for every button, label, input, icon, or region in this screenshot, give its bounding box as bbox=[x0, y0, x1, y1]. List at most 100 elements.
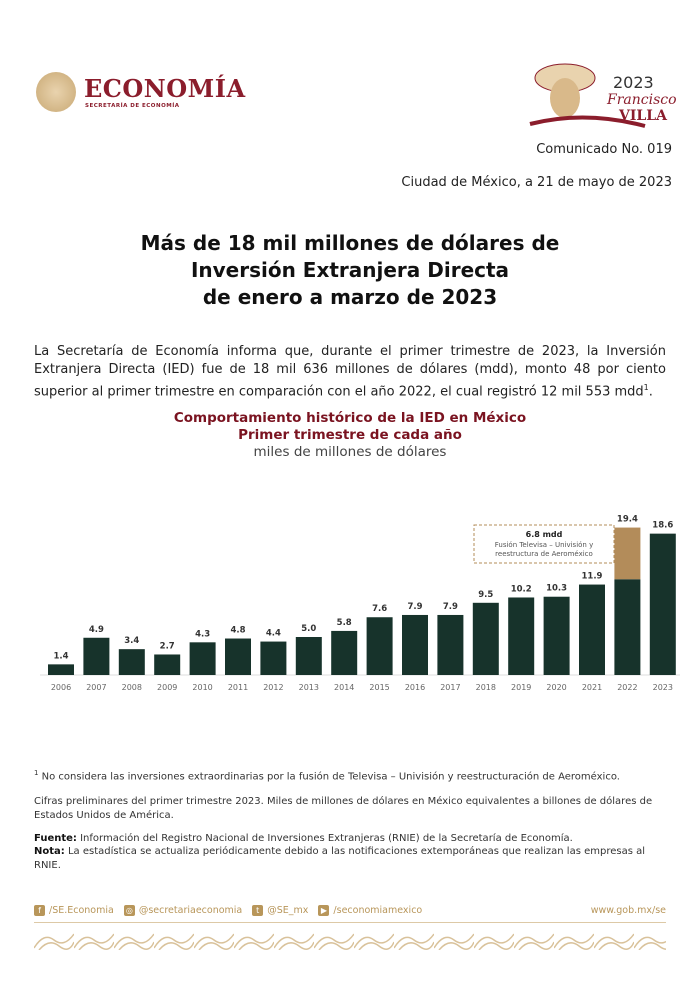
data-label-2010: 4.3 bbox=[195, 629, 210, 639]
facebook-icon: f bbox=[34, 905, 45, 916]
note: Nota: La estadística se actualiza periód… bbox=[34, 845, 668, 873]
data-label-2014: 5.8 bbox=[337, 618, 352, 628]
footnote-text: No considera las inversiones extraordina… bbox=[41, 771, 620, 783]
tick-label-2023: 2023 bbox=[653, 683, 673, 692]
tick-label-2021: 2021 bbox=[582, 683, 602, 692]
bar-2009 bbox=[154, 654, 181, 675]
data-label-2007: 4.9 bbox=[89, 625, 104, 635]
intro-text: La Secretaría de Economía informa que, d… bbox=[34, 344, 666, 400]
title-line: Más de 18 mil millones de dólares de bbox=[140, 231, 560, 255]
data-label-2020: 10.3 bbox=[546, 584, 567, 594]
bar-2011 bbox=[225, 638, 251, 675]
social-facebook[interactable]: f/SE.Economia bbox=[34, 905, 114, 916]
footer-divider bbox=[34, 922, 666, 923]
social-twitter[interactable]: t @SE_mx bbox=[252, 905, 308, 916]
bar-2007 bbox=[83, 637, 110, 675]
instagram-icon: ◎ bbox=[123, 905, 135, 916]
website-link[interactable]: www.gob.mx/se bbox=[590, 905, 666, 916]
decorative-pattern bbox=[34, 930, 666, 950]
bar-2023 bbox=[649, 533, 676, 675]
svg-text:Francisco: Francisco bbox=[606, 92, 677, 108]
data-label-2023: 18.6 bbox=[652, 521, 673, 531]
footnote-ref: 1 bbox=[643, 383, 649, 392]
tick-label-2011: 2011 bbox=[228, 683, 248, 692]
source-text: Información del Registro Nacional de Inv… bbox=[80, 833, 573, 844]
social-label: /seconomiamexico bbox=[333, 905, 423, 916]
source-label: Fuente: bbox=[34, 833, 77, 844]
francisco-villa-2023-logo: 2023 Francisco VILLA bbox=[529, 63, 677, 128]
economia-logo: ECONOMÍA bbox=[84, 74, 246, 103]
data-label-2018: 9.5 bbox=[478, 590, 493, 600]
twitter-icon: t bbox=[252, 905, 264, 916]
youtube-icon: ▶ bbox=[318, 905, 330, 916]
intro-paragraph: La Secretaría de Economía informa que, d… bbox=[34, 344, 666, 400]
note-label: Nota: bbox=[34, 846, 65, 857]
bar-extraordinary-2022 bbox=[614, 527, 641, 580]
bar-2015 bbox=[366, 617, 393, 675]
data-label-2022: 19.4 bbox=[617, 515, 638, 525]
tick-label-2017: 2017 bbox=[440, 683, 460, 692]
data-label-2021: 11.9 bbox=[582, 572, 603, 582]
tick-label-2022: 2022 bbox=[617, 683, 637, 692]
economia-logo-subtitle: SECRETARÍA DE ECONOMÍA bbox=[85, 103, 180, 109]
social-links: f/SE.Economia ◎ @secretariaeconomia t @SE_… bbox=[34, 905, 422, 916]
data-label-2017: 7.9 bbox=[443, 602, 458, 612]
data-label-2006: 1.4 bbox=[53, 651, 68, 661]
social-label: @secretariaeconomia bbox=[138, 905, 243, 916]
tick-label-2008: 2008 bbox=[122, 683, 142, 692]
social-label: @SE_mx bbox=[267, 905, 309, 916]
annotation-note: Fusión Televisa – Univisión y bbox=[495, 541, 594, 549]
bar-2020 bbox=[543, 596, 570, 675]
date-line: Ciudad de México, a 21 de mayo de 2023 bbox=[401, 175, 672, 190]
tick-label-2015: 2015 bbox=[369, 683, 389, 692]
tick-label-2006: 2006 bbox=[51, 683, 71, 692]
tick-label-2019: 2019 bbox=[511, 683, 531, 692]
bar-2018 bbox=[472, 602, 499, 675]
footnote-1: 1 No considera las inversiones extraordi… bbox=[34, 766, 668, 784]
social-youtube[interactable]: ▶/seconomiamexico bbox=[318, 905, 422, 916]
data-label-2016: 7.9 bbox=[407, 602, 422, 612]
bar-2017 bbox=[437, 614, 464, 675]
chart-units: miles de millones de dólares bbox=[253, 444, 447, 460]
page-title: Más de 18 mil millones de dólares de Inv… bbox=[0, 230, 700, 311]
bar-2006 bbox=[48, 664, 74, 675]
data-label-2015: 7.6 bbox=[372, 604, 387, 614]
source-note: Fuente: Información del Registro Naciona… bbox=[34, 832, 668, 846]
svg-text:2023: 2023 bbox=[613, 73, 654, 92]
data-label-2012: 4.4 bbox=[266, 629, 281, 639]
data-label-2019: 10.2 bbox=[511, 584, 532, 594]
annotation-value: 6.8 mdd bbox=[526, 530, 563, 539]
bar-2010 bbox=[189, 642, 216, 675]
footnote-marker: 1 bbox=[34, 769, 39, 777]
chart-subtitle: Primer trimestre de cada año bbox=[238, 427, 462, 443]
coat-of-arms-seal bbox=[36, 72, 76, 112]
chart-title: Comportamiento histórico de la IED en Mé… bbox=[173, 410, 527, 426]
social-label: /SE.Economia bbox=[49, 905, 114, 916]
tick-label-2013: 2013 bbox=[299, 683, 319, 692]
tick-label-2010: 2010 bbox=[192, 683, 212, 692]
social-instagram[interactable]: ◎ @secretariaeconomia bbox=[123, 905, 243, 916]
tick-label-2014: 2014 bbox=[334, 683, 354, 692]
tick-label-2020: 2020 bbox=[546, 683, 566, 692]
bar-2012 bbox=[260, 641, 287, 675]
data-label-2008: 3.4 bbox=[124, 636, 139, 646]
bar-2022 bbox=[614, 579, 641, 675]
bar-2008 bbox=[118, 649, 145, 675]
tick-label-2016: 2016 bbox=[405, 683, 425, 692]
annotation-note: reestructura de Aeroméxico bbox=[495, 550, 593, 558]
bar-2021 bbox=[579, 584, 605, 675]
svg-text:VILLA: VILLA bbox=[618, 108, 668, 124]
title-line: Inversión Extranjera Directa bbox=[190, 258, 510, 282]
bar-2016 bbox=[402, 614, 428, 675]
data-label-2013: 5.0 bbox=[301, 624, 316, 634]
bar-2013 bbox=[295, 637, 322, 675]
title-line: de enero a marzo de 2023 bbox=[202, 285, 498, 309]
tick-label-2007: 2007 bbox=[86, 683, 106, 692]
tick-label-2012: 2012 bbox=[263, 683, 283, 692]
annotation-box bbox=[473, 524, 615, 564]
data-label-2009: 2.7 bbox=[160, 641, 175, 651]
communique-number: Comunicado No. 019 bbox=[536, 142, 672, 157]
note-text: La estadística se actualiza periódicamen… bbox=[34, 846, 646, 871]
ied-bar-chart: 1.4 2006 4.9 2007 3.4 2008 2.7 2009 4.3 2010 4.8 20… bbox=[40, 515, 680, 692]
